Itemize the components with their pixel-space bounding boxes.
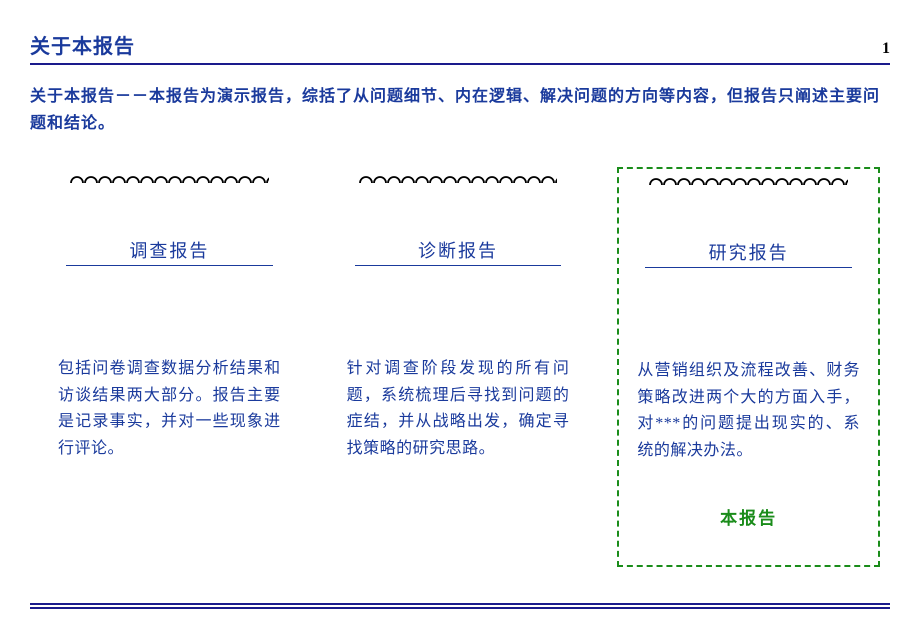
card-title-wrap: 调查报告 bbox=[66, 237, 273, 266]
bottom-double-rule bbox=[30, 603, 890, 609]
card-footer-label: 本报告 bbox=[637, 504, 860, 529]
card-title: 研究报告 bbox=[709, 243, 789, 263]
page-title: 关于本报告 bbox=[30, 30, 135, 59]
cards-row: 调查报告 包括问卷调查数据分析结果和访谈结果两大部分。报告主要是记录事实，并对一… bbox=[30, 167, 890, 567]
card-diagnosis: 诊断报告 针对调查阶段发现的所有问题，系统梳理后寻找到问题的症结，并从战略出发，… bbox=[329, 167, 588, 567]
spiral-icon bbox=[359, 167, 558, 187]
card-body: 针对调查阶段发现的所有问题，系统梳理后寻找到问题的症结，并从战略出发，确定寻找策… bbox=[347, 356, 570, 462]
card-body: 从营销组织及流程改善、财务策略改进两个大的方面入手，对***的问题提出现实的、系… bbox=[637, 358, 860, 464]
card-title: 诊断报告 bbox=[418, 241, 498, 261]
card-body: 包括问卷调查数据分析结果和访谈结果两大部分。报告主要是记录事实，并对一些现象进行… bbox=[58, 356, 281, 462]
card-title: 调查报告 bbox=[129, 241, 209, 261]
card-title-wrap: 研究报告 bbox=[645, 239, 852, 268]
spiral-icon bbox=[649, 169, 848, 189]
spiral-icon bbox=[70, 167, 269, 187]
header-row: 关于本报告 1 bbox=[30, 30, 890, 65]
card-research: 研究报告 从营销组织及流程改善、财务策略改进两个大的方面入手，对***的问题提出… bbox=[617, 167, 880, 567]
page-number: 1 bbox=[882, 40, 890, 58]
card-survey: 调查报告 包括问卷调查数据分析结果和访谈结果两大部分。报告主要是记录事实，并对一… bbox=[40, 167, 299, 567]
intro-text: 关于本报告－－本报告为演示报告，综括了从问题细节、内在逻辑、解决问题的方向等内容… bbox=[30, 83, 890, 137]
card-title-wrap: 诊断报告 bbox=[355, 237, 562, 266]
